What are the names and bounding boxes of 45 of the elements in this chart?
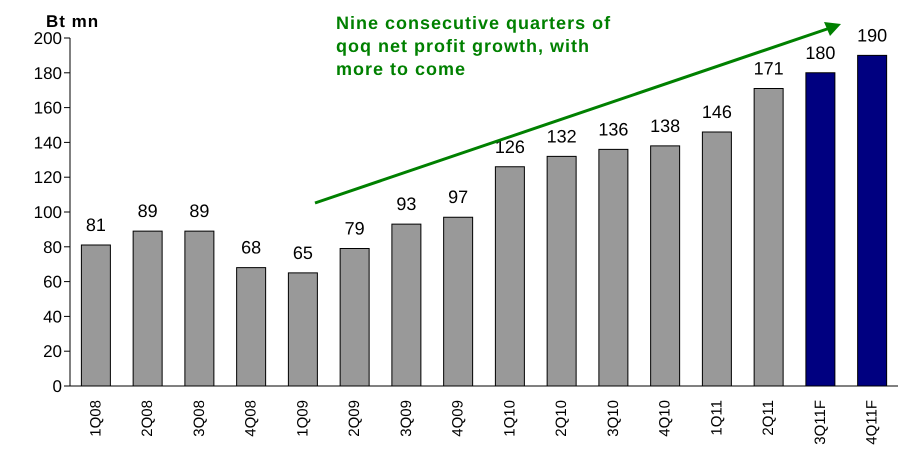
- x-tick-label: 3Q11F: [812, 400, 829, 445]
- x-tick-label: 2Q10: [553, 400, 570, 437]
- data-label: 138: [650, 116, 680, 136]
- y-tick-label: 140: [34, 133, 62, 152]
- x-tick-label: 3Q10: [604, 400, 622, 437]
- x-tick-label: 2Q08: [139, 400, 156, 437]
- data-label: 65: [292, 242, 313, 263]
- x-tick-label: 2Q11: [760, 400, 778, 436]
- x-tick-label: 1Q09: [294, 400, 312, 437]
- y-tick-label: 120: [34, 168, 62, 188]
- data-label: 89: [138, 201, 158, 222]
- data-label: 89: [189, 201, 210, 222]
- x-tick-label: 3Q08: [190, 400, 208, 437]
- y-axis-title: Bt mn: [46, 12, 100, 32]
- y-tick-label: 60: [43, 272, 62, 292]
- x-tick-label: 1Q11: [708, 400, 726, 436]
- y-tick-label: 100: [34, 203, 62, 222]
- x-tick-label: 4Q09: [450, 400, 467, 437]
- data-label: 79: [344, 218, 365, 239]
- data-label: 93: [396, 194, 416, 214]
- x-tick-label: 3Q09: [398, 400, 415, 437]
- data-label: 180: [805, 42, 836, 63]
- y-tick-label: 40: [43, 307, 62, 326]
- data-label: 126: [494, 136, 525, 157]
- data-label: 190: [857, 25, 888, 46]
- data-label: 97: [448, 187, 468, 208]
- y-tick-label: 200: [34, 29, 62, 48]
- x-tick-label: 4Q10: [656, 400, 674, 437]
- x-tick-label: 1Q08: [87, 400, 104, 437]
- x-tick-label: 1Q10: [501, 400, 518, 437]
- y-tick-label: 80: [43, 238, 62, 257]
- data-label: 146: [702, 102, 732, 122]
- data-label: 171: [754, 58, 784, 78]
- data-label: 136: [598, 119, 628, 140]
- x-tick-label: 4Q11F: [864, 400, 881, 445]
- y-tick-label: 160: [34, 98, 62, 118]
- x-tick-label: 2Q09: [346, 400, 364, 437]
- annotation: Nine consecutive quarters of qoq net profit growth, with more to come: [336, 12, 612, 81]
- data-label: 132: [546, 126, 577, 146]
- x-tick-label: 4Q08: [242, 400, 260, 437]
- y-tick-label: 180: [34, 64, 62, 83]
- data-label: 68: [241, 238, 262, 258]
- y-tick-label: 0: [52, 377, 62, 396]
- data-label: 81: [86, 215, 106, 236]
- y-tick-label: 20: [43, 342, 62, 362]
